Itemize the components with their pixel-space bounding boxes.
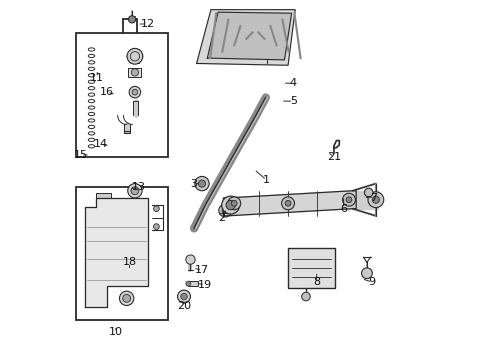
Text: 20: 20 — [177, 301, 191, 311]
Text: 8: 8 — [313, 277, 320, 287]
Text: 13: 13 — [132, 182, 146, 192]
Circle shape — [132, 89, 138, 95]
Circle shape — [198, 180, 205, 187]
Bar — [124, 131, 129, 134]
Polygon shape — [85, 198, 148, 307]
Circle shape — [177, 290, 191, 303]
Circle shape — [131, 69, 139, 76]
Bar — [96, 193, 111, 198]
Text: 14: 14 — [94, 139, 108, 149]
Circle shape — [222, 207, 228, 214]
Text: 12: 12 — [141, 19, 154, 29]
Polygon shape — [353, 191, 378, 209]
Bar — [288, 248, 335, 288]
Circle shape — [346, 197, 352, 203]
Circle shape — [231, 201, 237, 206]
Text: 18: 18 — [122, 257, 137, 267]
Bar — [128, 68, 141, 77]
Text: 11: 11 — [90, 73, 104, 83]
Circle shape — [219, 204, 232, 217]
Circle shape — [368, 192, 384, 208]
Text: 5: 5 — [290, 96, 297, 106]
Circle shape — [228, 197, 241, 210]
Text: 15: 15 — [74, 150, 88, 160]
Text: 17: 17 — [195, 265, 209, 275]
Circle shape — [221, 196, 240, 214]
Polygon shape — [207, 12, 292, 60]
Circle shape — [129, 86, 141, 98]
Text: 16: 16 — [100, 87, 114, 97]
Circle shape — [282, 197, 294, 210]
Circle shape — [120, 291, 134, 306]
Text: 19: 19 — [198, 280, 212, 290]
Circle shape — [372, 196, 379, 203]
Circle shape — [343, 193, 355, 206]
Text: 2: 2 — [218, 213, 225, 222]
Circle shape — [131, 187, 139, 195]
Circle shape — [122, 294, 131, 302]
Polygon shape — [223, 191, 356, 216]
Circle shape — [186, 255, 195, 264]
Circle shape — [186, 281, 191, 286]
Circle shape — [365, 188, 373, 197]
Text: 9: 9 — [369, 277, 376, 287]
Circle shape — [285, 201, 291, 206]
Circle shape — [362, 268, 372, 279]
Circle shape — [127, 48, 143, 64]
Circle shape — [128, 16, 136, 23]
Text: 21: 21 — [327, 152, 341, 162]
Circle shape — [128, 184, 142, 198]
Text: 1: 1 — [263, 175, 270, 185]
Bar — [76, 187, 168, 320]
Bar — [188, 281, 198, 286]
Circle shape — [181, 293, 187, 300]
Text: 3: 3 — [191, 179, 197, 189]
Text: 4: 4 — [290, 78, 297, 88]
Circle shape — [226, 201, 235, 210]
Bar — [76, 33, 168, 157]
Circle shape — [302, 292, 310, 301]
Text: 10: 10 — [109, 327, 123, 337]
Text: 6: 6 — [340, 204, 347, 214]
Polygon shape — [196, 10, 295, 65]
Text: 7: 7 — [370, 193, 378, 203]
Circle shape — [195, 176, 209, 191]
Circle shape — [153, 224, 159, 229]
Circle shape — [153, 206, 159, 212]
